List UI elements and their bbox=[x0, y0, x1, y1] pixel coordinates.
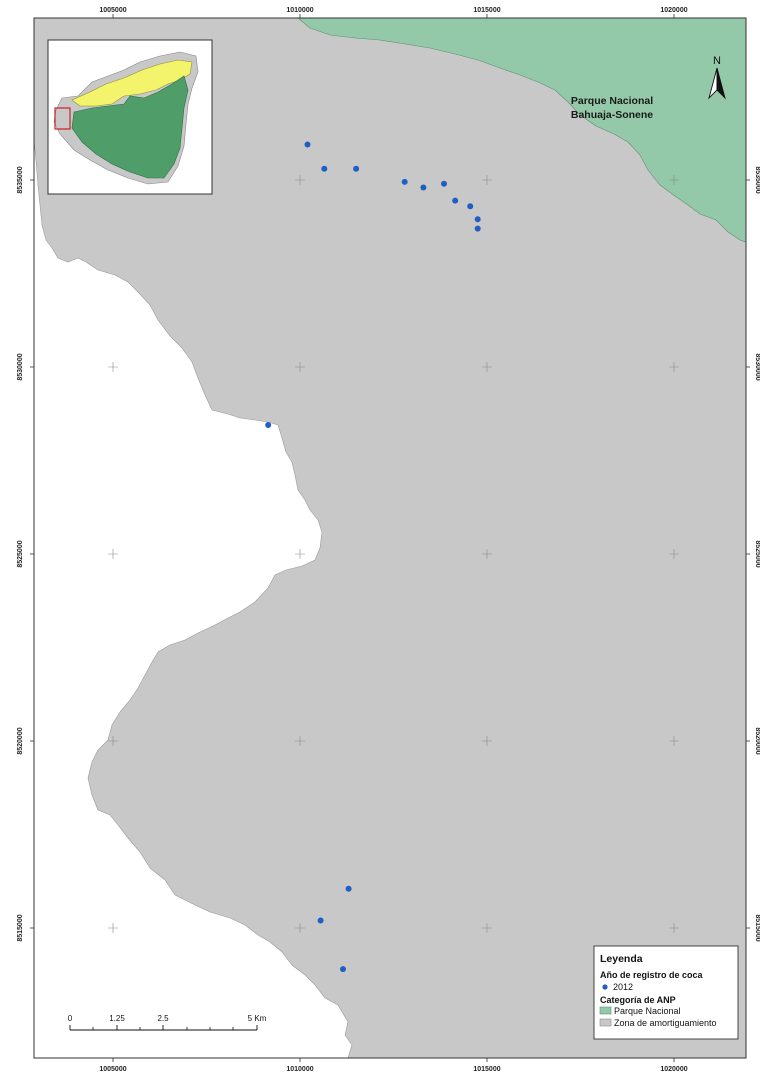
right-tick-label: 8530000 bbox=[754, 353, 760, 380]
coca-point-2012 bbox=[467, 203, 474, 210]
north-arrow-label: N bbox=[713, 55, 721, 67]
left-tick-label: 8515000 bbox=[17, 914, 24, 941]
frame-tick-marks bbox=[30, 14, 750, 1062]
top-tick-label: 1005000 bbox=[99, 7, 126, 14]
map-frame-border bbox=[33, 17, 747, 1059]
coca-point-2012 bbox=[321, 165, 328, 172]
right-tick-label: 8535000 bbox=[754, 166, 760, 193]
right-tick-label: 8525000 bbox=[754, 540, 760, 567]
right-tick-label: 8515000 bbox=[754, 914, 760, 941]
right-tick-label: 8520000 bbox=[754, 727, 760, 754]
coca-points-layer bbox=[265, 141, 481, 973]
scale-label-5-km: 5 Km bbox=[248, 1014, 267, 1023]
legend-title: Leyenda bbox=[600, 953, 643, 965]
coca-point-2012 bbox=[401, 178, 408, 185]
scale-label-0: 0 bbox=[68, 1014, 73, 1023]
legend-section-anp-category: Categoría de ANP bbox=[600, 995, 676, 1005]
left-tick-label: 8530000 bbox=[17, 353, 24, 380]
legend-item-buffer: Zona de amortiguamiento bbox=[614, 1018, 717, 1028]
legend-section-coca-year: Año de registro de coca bbox=[600, 970, 704, 980]
scale-label-2-5: 2.5 bbox=[157, 1014, 169, 1023]
bottom-tick-label: 1015000 bbox=[473, 1066, 500, 1073]
left-tick-label: 8535000 bbox=[17, 166, 24, 193]
bottom-tick-label: 1020000 bbox=[660, 1066, 687, 1073]
coca-point-2012 bbox=[265, 422, 272, 428]
coca-point-2012 bbox=[474, 216, 481, 223]
national-park-area bbox=[297, 18, 746, 243]
scale-bar: 0 1.25 2.5 5 Km bbox=[68, 1014, 267, 1031]
coca-point-2012 bbox=[420, 184, 427, 191]
scale-label-1-25: 1.25 bbox=[109, 1014, 125, 1023]
coca-point-2012 bbox=[304, 141, 311, 148]
top-tick-label: 1020000 bbox=[660, 7, 687, 14]
top-tick-label: 1015000 bbox=[473, 7, 500, 14]
coca-point-2012 bbox=[452, 197, 459, 204]
park-label-line1: Parque Nacional bbox=[571, 95, 653, 107]
bottom-tick-label: 1010000 bbox=[286, 1066, 313, 1073]
coca-point-2012 bbox=[345, 885, 352, 892]
top-tick-label: 1010000 bbox=[286, 7, 313, 14]
coca-point-2012 bbox=[441, 180, 447, 187]
buffer-zone-area bbox=[34, 18, 746, 1058]
legend-coca-point-symbol bbox=[602, 984, 608, 990]
bottom-tick-label: 1005000 bbox=[99, 1066, 126, 1073]
legend-item-park: Parque Nacional bbox=[614, 1006, 681, 1016]
coca-point-2012 bbox=[340, 966, 346, 973]
locator-inset-map bbox=[47, 39, 213, 195]
legend-buffer-swatch bbox=[599, 1018, 612, 1027]
park-label-line2: Bahuaja-Sonene bbox=[571, 109, 653, 121]
coca-point-2012 bbox=[317, 917, 324, 924]
left-tick-label: 8525000 bbox=[17, 540, 24, 567]
left-tick-label: 8520000 bbox=[17, 727, 24, 754]
north-arrow-icon: N bbox=[708, 55, 726, 100]
legend-item-2012: 2012 bbox=[613, 982, 633, 992]
legend-park-swatch bbox=[599, 1006, 612, 1015]
legend-box: Leyenda Año de registro de coca 2012 Cat… bbox=[593, 945, 739, 1040]
coca-point-2012 bbox=[474, 225, 481, 232]
coca-point-2012 bbox=[353, 165, 360, 172]
